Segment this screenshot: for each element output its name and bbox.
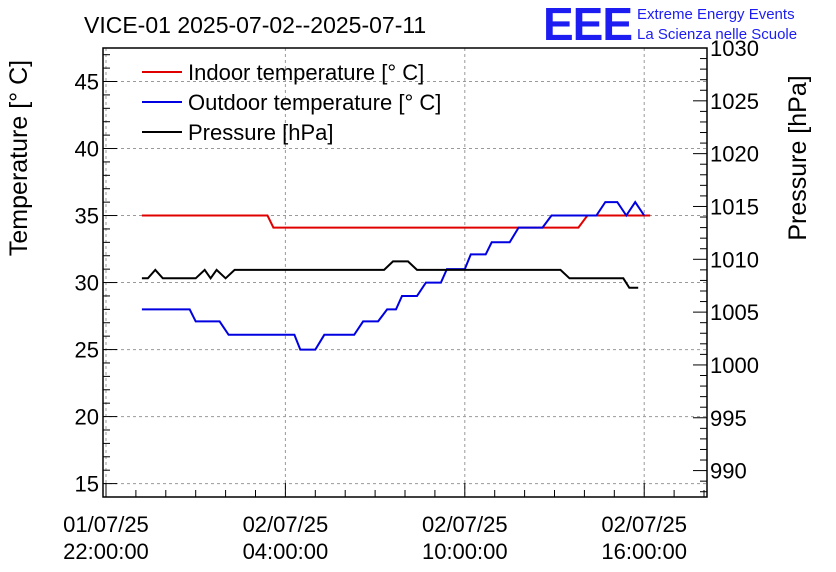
y2-tick-label: 1000 [710, 353, 759, 378]
y-tick-label: 15 [75, 472, 99, 497]
x-tick-label-time: 16:00:00 [601, 539, 687, 564]
y2-tick-label: 1025 [710, 89, 759, 114]
chart-title: VICE-01 2025-07-02--2025-07-11 [84, 12, 426, 38]
y2-tick-label: 1020 [710, 142, 759, 167]
series-line-pressure [141, 260, 639, 289]
y-tick-label: 35 [75, 204, 99, 229]
y2-tick-label: 1005 [710, 300, 759, 325]
axes [102, 47, 708, 498]
y2-tick-label: 1010 [710, 247, 759, 272]
grid [103, 48, 707, 497]
eee-logo: EEE Extreme Energy Events La Scienza nel… [543, 0, 797, 50]
tick-labels: 15 20 25 30 35 40 45 990 995 1000 1005 1010 1015 1020… [63, 36, 759, 564]
x-tick-label-date: 01/07/25 [63, 512, 149, 537]
series-line-indoor [141, 214, 651, 229]
y-tick-label: 30 [75, 271, 99, 296]
legend-label-outdoor: Outdoor temperature [° C] [188, 90, 441, 115]
x-tick-label-time: 22:00:00 [63, 539, 149, 564]
x-tick-label-date: 02/07/25 [422, 512, 508, 537]
y2-axis-label: Pressure [hPa] [784, 75, 812, 240]
series-layer [141, 200, 651, 351]
y2-tick-label: 1030 [710, 36, 759, 61]
y-tick-label: 45 [75, 70, 99, 95]
y-tick-label: 25 [75, 338, 99, 363]
y-tick-label: 20 [75, 405, 99, 430]
y2-tick-label: 1015 [710, 194, 759, 219]
y-tick-label: 40 [75, 137, 99, 162]
x-tick-label-time: 04:00:00 [243, 539, 329, 564]
plot-frame [102, 47, 708, 498]
y-axis-label: Temperature [° C] [5, 60, 33, 256]
x-tick-label-time: 10:00:00 [422, 539, 508, 564]
eee-logo-line2: La Scienza nelle Scuole [637, 26, 797, 43]
legend: Indoor temperature [° C] Outdoor tempera… [142, 60, 441, 145]
series-line-outdoor [141, 200, 646, 351]
eee-logo-mark: EEE [543, 0, 632, 50]
x-tick-label-date: 02/07/25 [601, 512, 687, 537]
y2-tick-label: 990 [710, 459, 747, 484]
legend-label-pressure: Pressure [hPa] [188, 120, 334, 145]
x-tick-label-date: 02/07/25 [243, 512, 329, 537]
legend-label-indoor: Indoor temperature [° C] [188, 60, 424, 85]
y2-tick-label: 995 [710, 406, 747, 431]
eee-logo-line1: Extreme Energy Events [637, 6, 795, 23]
